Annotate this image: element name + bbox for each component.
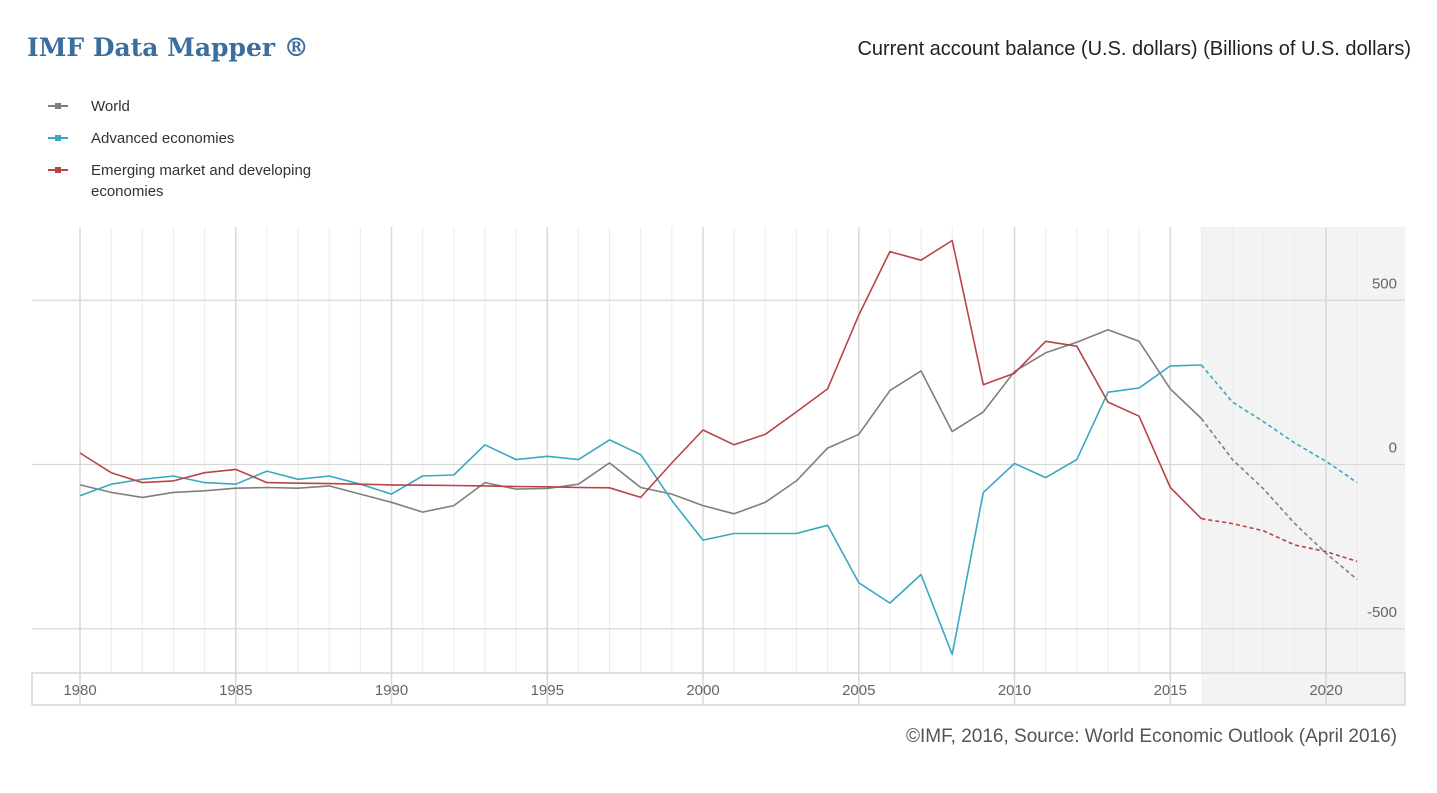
x-tick-label: 2020 [1309, 682, 1342, 699]
legend-swatch-advanced [48, 128, 70, 148]
x-tick-label: 2010 [998, 682, 1031, 699]
source-footer: ©IMF, 2016, Source: World Economic Outlo… [906, 726, 1397, 747]
legend-item-advanced[interactable]: Advanced economies [48, 128, 368, 149]
y-tick-label: -500 [1367, 604, 1397, 621]
series-world-line [79, 328, 1202, 515]
x-tick-label: 1990 [375, 682, 408, 699]
plot-area [32, 227, 1405, 673]
legend-item-world[interactable]: World [48, 96, 368, 117]
y-tick-label: 0 [1389, 440, 1397, 457]
chart-title: Current account balance (U.S. dollars) (… [857, 38, 1411, 60]
projection-shade [1201, 227, 1405, 705]
series-world-projection-line [1200, 418, 1358, 581]
x-tick-label: 2015 [1154, 682, 1187, 699]
x-tick-label: 2005 [842, 682, 875, 699]
brand-title: IMF Data Mapper ® [27, 33, 309, 62]
legend-swatch-emerging [48, 160, 70, 180]
legend-swatch-world [48, 96, 70, 116]
x-tick-label: 1980 [63, 682, 96, 699]
series-emerging-line [79, 239, 1202, 520]
x-tick-label: 1985 [219, 682, 252, 699]
x-tick-label: 2000 [686, 682, 719, 699]
legend: World Advanced economies Emerging market… [48, 96, 368, 213]
legend-label-advanced: Advanced economies [91, 130, 235, 147]
series-advanced-line [79, 364, 1202, 656]
legend-label-emerging: Emerging market and developing economies [91, 162, 312, 200]
legend-item-emerging[interactable]: Emerging market and developing economies [48, 160, 368, 202]
legend-label-world: World [91, 98, 130, 115]
series-emerging-projection-line [1201, 517, 1358, 563]
x-tick-label: 1995 [531, 682, 564, 699]
y-tick-label: 500 [1372, 275, 1397, 292]
x-axis-band [31, 672, 1406, 706]
